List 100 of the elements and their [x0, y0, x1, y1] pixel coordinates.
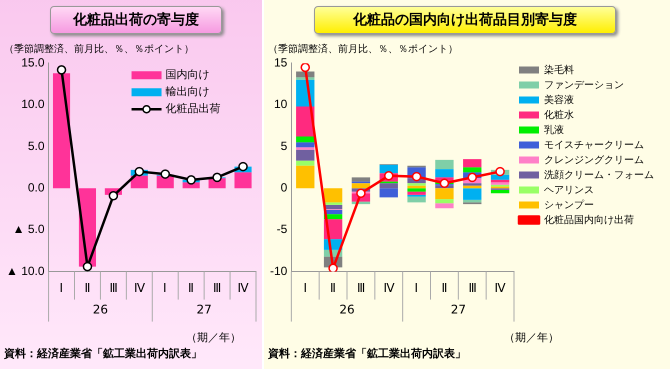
bar [463, 183, 482, 186]
point [108, 190, 118, 200]
y-tick-label: 5.0 [28, 138, 45, 153]
legend-label: クレンジングクリーム [544, 154, 644, 166]
text: 資料：経済産業省「鉱工業出荷内訳表」 [268, 346, 466, 361]
x-tick-label: Ⅳ [383, 280, 394, 295]
x-tick-label: Ⅳ [134, 280, 145, 295]
bar [130, 176, 148, 188]
legend-label: モイスチャークリーム [544, 140, 644, 151]
bar [435, 188, 454, 200]
bar [407, 196, 426, 202]
bar [296, 166, 314, 188]
legend-label: 乳液 [544, 124, 564, 136]
legend-label: 輸出向け [166, 85, 210, 98]
legend-label: 化粧品出荷 [166, 102, 221, 116]
y-tick-label: 0.0 [28, 180, 45, 195]
bar [296, 142, 314, 148]
bar [352, 177, 370, 182]
bar [352, 183, 370, 188]
point [468, 172, 477, 182]
bar [463, 188, 482, 200]
point [82, 262, 92, 272]
point [134, 166, 144, 176]
point [356, 188, 366, 198]
point [300, 63, 310, 72]
bar [490, 174, 510, 180]
text: 資料：経済産業省「鉱工業出荷内訳表」 [4, 346, 202, 361]
text: （期／年） [504, 330, 559, 345]
chart-title: 化粧品の国内向け出荷品目別寄与度 [314, 6, 616, 34]
y-tick-label: 10.0 [21, 97, 45, 112]
bar [407, 188, 426, 192]
y-tick-label: 0 [280, 180, 288, 195]
y-tick-label: 10 [274, 97, 288, 112]
legend-label: ヘアリンス [544, 184, 594, 196]
x-tick-label: Ⅱ [84, 280, 90, 295]
bar [435, 199, 454, 204]
bar [296, 147, 314, 150]
legend-label: 洗顔クリーム・フォーム [544, 168, 654, 181]
legend-label: 国内向け [166, 68, 210, 82]
y-tick-label: ▲ 5.0 [12, 222, 45, 236]
point [212, 172, 222, 182]
x-tick-label: Ⅱ [441, 280, 448, 295]
x-tick-label: Ⅰ [60, 280, 64, 295]
y-tick-label: 15 [274, 56, 288, 70]
x-tick-label: Ⅲ [213, 280, 222, 295]
bar [324, 202, 342, 205]
y-tick-label: -10 [270, 264, 288, 278]
point [328, 264, 338, 272]
text: （期／年） [186, 330, 241, 345]
bar [407, 186, 426, 188]
bar [463, 186, 482, 188]
point [186, 175, 196, 185]
bar [490, 180, 510, 182]
y-tick-label: 15.0 [21, 56, 45, 70]
bar [380, 188, 398, 198]
bar [296, 136, 314, 142]
y-tick-label: 5 [280, 138, 288, 153]
bar [463, 200, 482, 202]
bar [435, 169, 454, 178]
bar [296, 150, 314, 161]
bar [435, 160, 454, 170]
text: 27 [450, 302, 466, 317]
y-tick-label: ▲ 10.0 [6, 264, 45, 278]
text: 27 [196, 302, 212, 317]
bar [407, 192, 426, 195]
x-tick-label: Ⅳ [494, 280, 506, 295]
bar [407, 183, 426, 186]
x-tick-label: Ⅰ [303, 280, 308, 295]
legend-label: 美容液 [544, 94, 574, 106]
bar [52, 73, 70, 188]
point [495, 166, 505, 176]
x-tick-label: Ⅱ [330, 280, 336, 295]
bar [296, 160, 314, 166]
point [56, 65, 66, 75]
x-tick-label: Ⅰ [414, 280, 419, 295]
bar [490, 182, 510, 185]
legend-label: シャンプー [544, 198, 594, 211]
bar [380, 164, 398, 174]
bar [380, 183, 398, 188]
x-tick-label: Ⅱ [188, 280, 194, 295]
bar [324, 188, 342, 202]
legend-label: 染毛料 [544, 64, 574, 76]
bar [463, 167, 482, 172]
text: 26 [92, 302, 108, 317]
x-tick-label: Ⅰ [163, 280, 168, 295]
point [238, 162, 248, 172]
legend-label: ファンデーション [544, 80, 624, 91]
y-tick-label: -5 [276, 222, 288, 236]
bar [234, 172, 252, 188]
x-tick-label: Ⅳ [238, 280, 249, 295]
bar [490, 190, 510, 194]
point [384, 170, 394, 180]
x-tick-label: Ⅲ [109, 280, 118, 295]
legend-label: 化粧品国内向け出荷 [544, 214, 634, 226]
text: 26 [339, 302, 355, 317]
bar [435, 203, 454, 208]
x-tick-label: Ⅲ [468, 280, 476, 295]
legend-label: 化粧水 [544, 108, 574, 121]
x-tick-label: Ⅲ [356, 280, 365, 295]
chart-title: 化粧品出荷の寄与度 [50, 6, 222, 34]
